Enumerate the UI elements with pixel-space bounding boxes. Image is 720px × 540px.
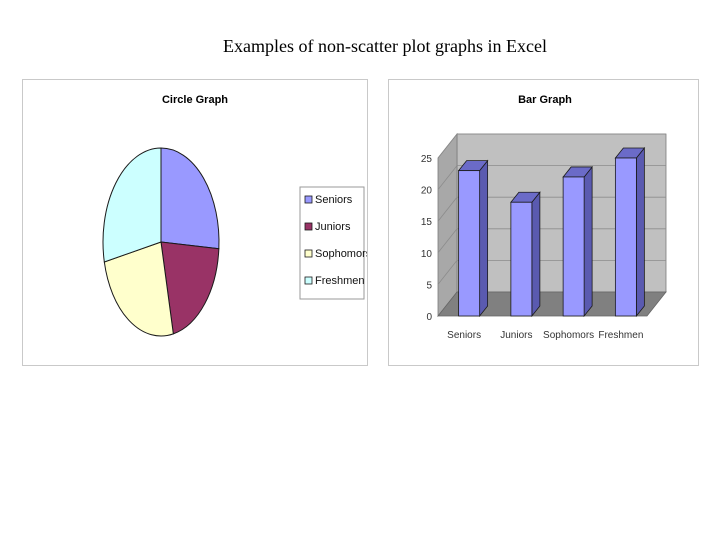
pie-chart: Circle Graph Seniors Juniors Sophomors Fres… — [102, 94, 367, 337]
bar-chart-panel: Bar Graph 0 5 10 15 20 25 Seniors Juniors Sopho… — [388, 79, 699, 366]
legend-label-freshmen: Freshmen — [315, 275, 365, 287]
x-tick-label-seniors: Seniors — [447, 330, 481, 341]
legend-swatch-juniors — [304, 222, 313, 231]
pie-slice-juniors — [160, 241, 220, 335]
gridline — [437, 259, 666, 285]
bar-freshmen — [614, 146, 646, 318]
pie-chart-panel: Circle Graph Seniors Juniors Sophomors Fres… — [22, 79, 368, 366]
gridline — [437, 133, 666, 159]
y-tick-label: 10 — [421, 249, 433, 260]
bar-side-sophomors — [583, 165, 593, 318]
y-tick-label: 0 — [426, 312, 432, 323]
x-tick-label-sophomors: Sophomors — [543, 330, 594, 341]
bar-seniors — [457, 159, 489, 318]
bar-side-seniors — [479, 159, 489, 318]
legend-label-sophomors: Sophomors — [315, 248, 367, 260]
gridline — [437, 165, 666, 190]
legend-swatch-sophomors — [304, 249, 313, 258]
pie-slice-sophomors — [103, 241, 174, 337]
legend-label-seniors: Seniors — [315, 194, 353, 206]
pie-slice-seniors — [160, 147, 220, 250]
pie-chart-title: Circle Graph — [162, 94, 228, 106]
gridline — [437, 228, 666, 254]
y-tick-label: 5 — [426, 280, 432, 291]
bar-chart: Bar Graph 0 5 10 15 20 25 Seniors Juniors Sopho… — [421, 94, 667, 341]
bar-front-sophomors — [562, 176, 585, 317]
gridline — [437, 196, 666, 222]
x-tick-label-freshmen: Freshmen — [598, 330, 643, 341]
bar-front-seniors — [458, 170, 481, 317]
y-tick-label: 20 — [421, 186, 433, 197]
pie-slice-freshmen — [102, 147, 162, 263]
y-tick-label: 15 — [421, 217, 433, 228]
bar-chart-title: Bar Graph — [518, 94, 572, 106]
bar-juniors — [510, 191, 541, 318]
bar-side-freshmen — [635, 146, 645, 318]
legend-swatch-freshmen — [304, 276, 313, 285]
bar-front-juniors — [510, 201, 533, 317]
y-tick-label: 25 — [421, 154, 433, 165]
legend-label-juniors: Juniors — [315, 221, 351, 233]
x-tick-label-juniors: Juniors — [500, 330, 532, 341]
side-wall — [437, 132, 458, 318]
bar-sophomors — [562, 165, 593, 318]
bar-side-juniors — [531, 191, 541, 318]
legend-swatch-seniors — [304, 195, 313, 204]
bar-front-freshmen — [614, 157, 637, 317]
slide-title: Examples of non-scatter plot graphs in E… — [223, 36, 547, 56]
